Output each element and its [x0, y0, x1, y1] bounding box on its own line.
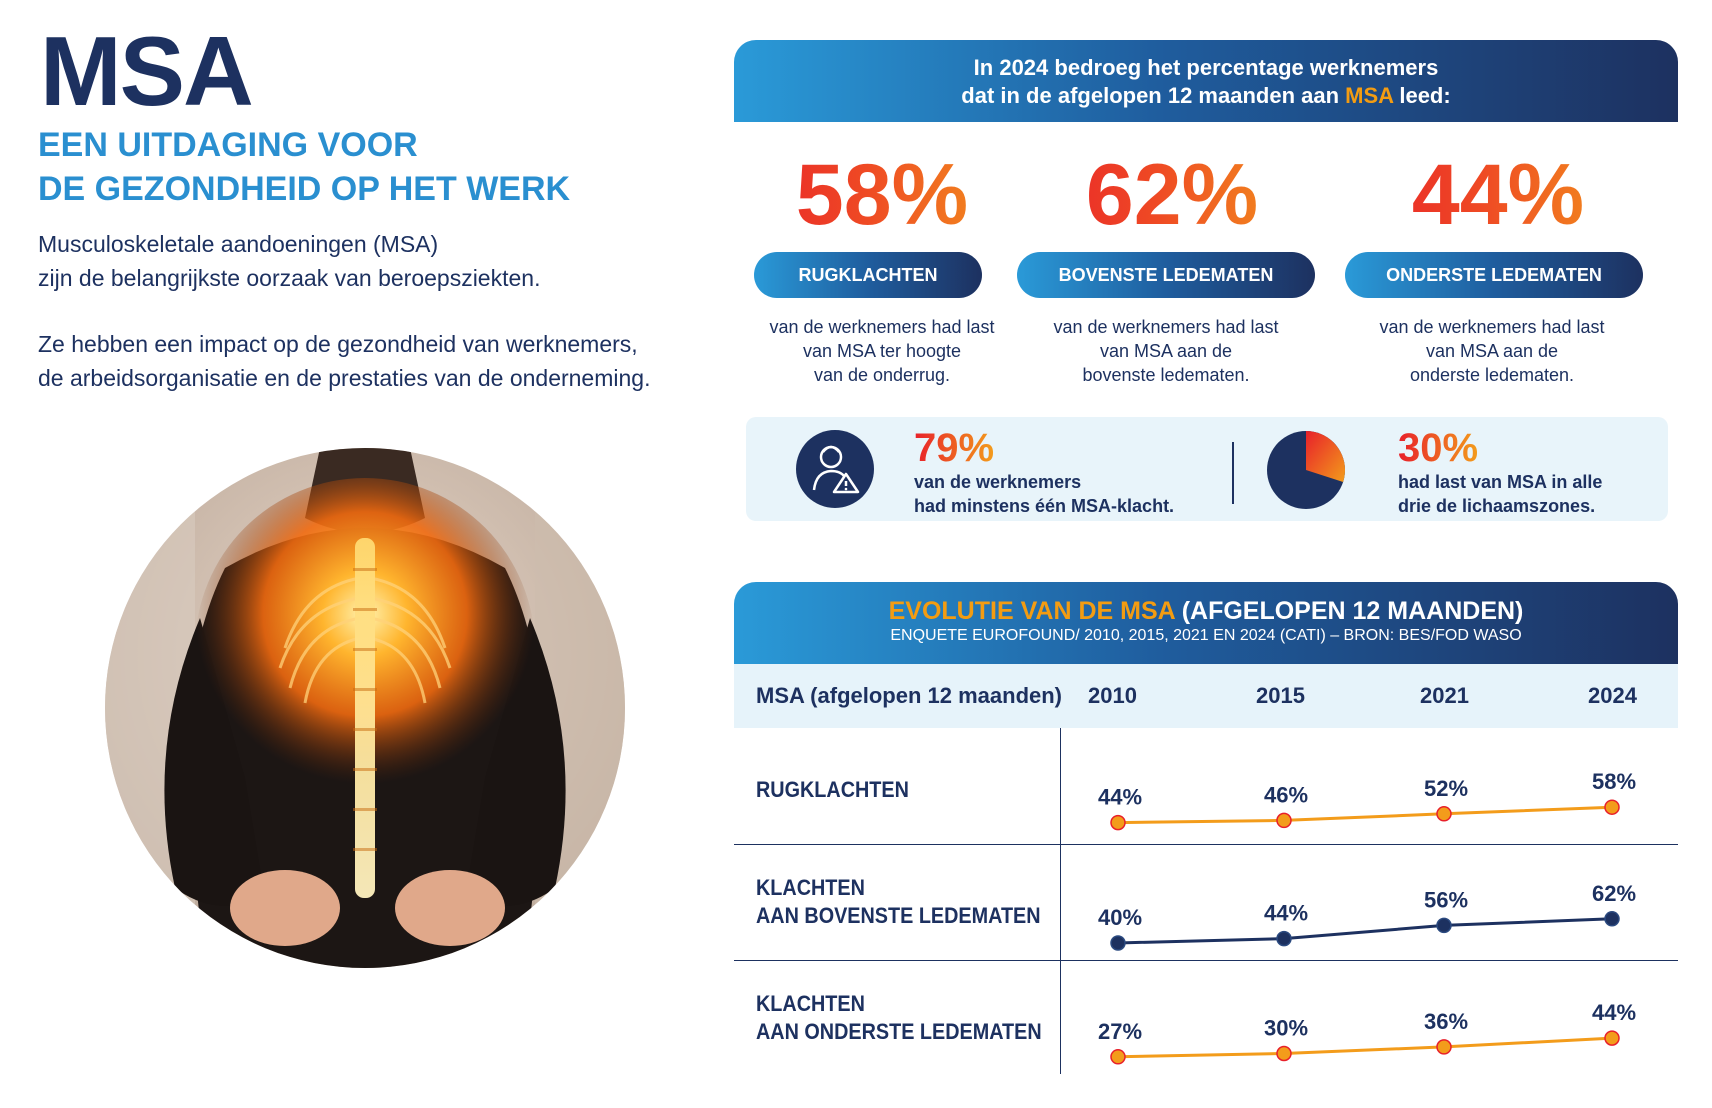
row-label-upper: KLACHTEN AAN BOVENSTE LEDEMATEN: [756, 875, 1041, 928]
data-label: 52%: [1424, 776, 1468, 801]
intro-line-4: de arbeidsorganisatie en de prestaties v…: [38, 365, 651, 391]
stat-percent-upper: 62%: [1022, 152, 1322, 238]
year-2010: 2010: [1088, 683, 1137, 708]
data-point: [1276, 930, 1292, 947]
row-divider: [734, 960, 1678, 961]
row-label-lower: KLACHTEN AAN ONDERSTE LEDEMATEN: [756, 991, 1042, 1044]
data-label: 58%: [1592, 769, 1636, 794]
stat-desc-back: van de werknemers had last van MSA ter ho…: [769, 317, 995, 385]
series-line-1: [1117, 917, 1613, 945]
series-line-2: [1117, 1036, 1613, 1059]
data-point: [1604, 911, 1620, 927]
data-label: 46%: [1264, 782, 1308, 807]
stats-banner-line-1: In 2024 bedroeg het percentage werknemer…: [973, 55, 1439, 80]
row-divider: [734, 844, 1678, 845]
data-label: 44%: [1098, 785, 1142, 810]
summary-text-all-zones: had last van MSA in alle drie de lichaams…: [1398, 472, 1603, 516]
data-point: [1276, 812, 1292, 829]
data-point: [1276, 1045, 1292, 1062]
summary-text-any: van de werknemers had minstens één MSA-kl…: [914, 472, 1175, 516]
evolution-table-header: [734, 664, 1678, 728]
data-point: [1110, 814, 1126, 831]
label-bovenste-ledematen: BOVENSTE LEDEMATEN: [1017, 252, 1315, 298]
table-vertical-divider: [1060, 728, 1061, 1074]
data-point: [1604, 799, 1620, 815]
msa-highlight: MSA: [1345, 83, 1394, 108]
evolution-line-chart: 44% 46% 52% 58% 40% 44% 56% 62% 27% 30% 36% 44%: [1098, 769, 1636, 1065]
stat-desc-lower: van de werknemers had last van MSA aan de…: [1379, 317, 1605, 385]
data-label: 27%: [1098, 1019, 1142, 1044]
year-2015: 2015: [1256, 683, 1305, 708]
data-label: 40%: [1098, 905, 1142, 930]
data-label: 44%: [1592, 1000, 1636, 1025]
data-point: [1436, 1039, 1452, 1055]
header-label: MSA (afgelopen 12 maanden): [756, 683, 1063, 708]
stat-desc-upper: van de werknemers had last van MSA aan de…: [1053, 317, 1279, 385]
data-point: [1110, 1049, 1126, 1065]
back-pain-photo: [105, 448, 625, 968]
data-label: 62%: [1592, 881, 1636, 906]
data-point: [1110, 935, 1126, 951]
data-label: 44%: [1264, 901, 1308, 926]
stat-percent-lower: 44%: [1348, 152, 1648, 238]
worker-warning-icon: [796, 430, 874, 508]
pie-icon: [1266, 430, 1346, 510]
data-point: [1436, 917, 1452, 934]
data-label: 36%: [1424, 1009, 1468, 1034]
subtitle-line-2: DE GEZONDHEID OP HET WERK: [38, 170, 571, 208]
row-label-back: RUGKLACHTEN: [756, 777, 909, 802]
label-rugklachten: RUGKLACHTEN: [754, 252, 982, 298]
data-point: [1436, 806, 1452, 822]
evolution-source: ENQUETE EUROFOUND/ 2010, 2015, 2021 EN 2…: [890, 627, 1522, 644]
intro-line-1: Musculoskeletale aandoeningen (MSA): [38, 231, 439, 257]
subtitle-line-1: EEN UITDAGING VOOR: [38, 126, 418, 164]
page-title: MSA: [40, 16, 254, 126]
stats-banner-line-2: dat in de afgelopen 12 maanden aan MSA l…: [961, 83, 1451, 108]
data-point: [1604, 1030, 1620, 1046]
intro-line-2: zijn de belangrijkste oorzaak van beroep…: [38, 265, 541, 291]
series-line-0: [1117, 805, 1613, 825]
stats-banner: In 2024 bedroeg het percentage werknemer…: [734, 40, 1678, 122]
stat-percent-back: 58%: [732, 152, 1032, 238]
data-label: 56%: [1424, 887, 1468, 912]
label-onderste-ledematen: ONDERSTE LEDEMATEN: [1345, 252, 1643, 298]
year-2024: 2024: [1588, 683, 1637, 708]
summary-divider: [1232, 442, 1234, 504]
evolution-title: EVOLUTIE VAN DE MSA (AFGELOPEN 12 MAANDE…: [888, 597, 1524, 625]
intro-line-3: Ze hebben een impact op de gezondheid va…: [38, 331, 638, 357]
year-2021: 2021: [1420, 683, 1469, 708]
summary-percent-all-zones: 30%: [1398, 426, 1479, 470]
summary-percent-any: 79%: [914, 426, 995, 470]
data-label: 30%: [1264, 1016, 1308, 1041]
summary-box: [746, 417, 1668, 521]
evolution-banner: EVOLUTIE VAN DE MSA (AFGELOPEN 12 MAANDE…: [734, 582, 1678, 664]
